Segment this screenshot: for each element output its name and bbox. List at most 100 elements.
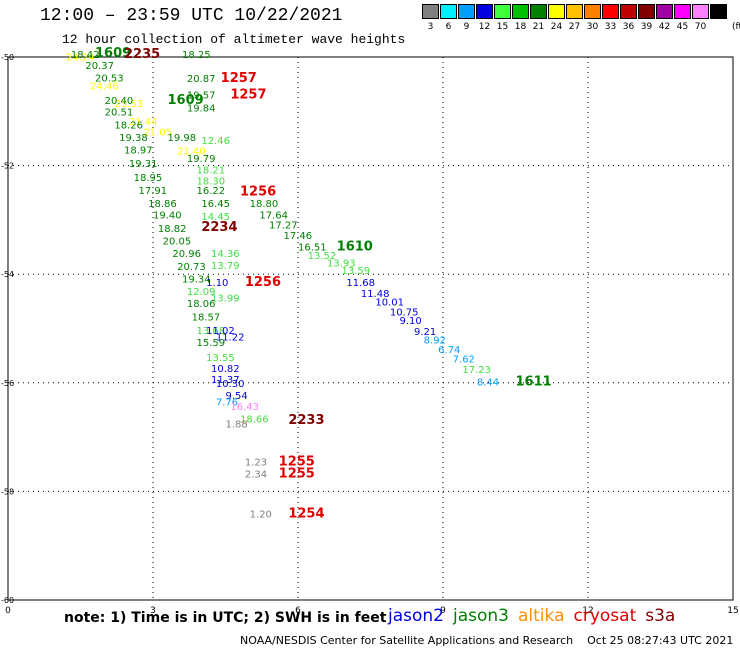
colorbar-swatch [422,4,439,19]
satellite-legend: jason2 jason3 altika cryosat s3a [388,606,684,626]
y-tick-label: -50 [1,53,14,62]
footer-credit: NOAA/NESDIS Center for Satellite Applica… [240,634,733,647]
y-tick-label: -60 [1,596,14,605]
wave-height-label: 13.59 [342,266,371,277]
colorbar-swatch [458,4,475,19]
colorbar-label: 15 [496,22,509,32]
wave-height-label: 20.53 [95,73,124,84]
wave-height-label: 19.34 [182,274,211,285]
colorbar-swatch [710,4,727,19]
wave-height-label: 18.82 [158,224,187,235]
wave-height-label: 18.42 [71,50,100,61]
wave-height-label: 20.05 [163,236,192,247]
wave-height-label: 20.96 [172,249,201,260]
wave-height-label: 11.02 [206,326,235,337]
wave-height-label: 10.82 [211,364,240,375]
wave-height-label: 14.36 [211,249,240,260]
faint-value-label: 23.53 [114,99,143,110]
time-label: 1611 [516,375,552,390]
axis-ticks: 0 3 6 9 12 15 -50 -52 -54 -56 -58 -60 [1,53,739,616]
wave-height-label: 6.74 [438,345,460,356]
colorbar-swatch [566,4,583,19]
faint-value-label: 13.55 [206,353,235,364]
colorbar-swatch [584,4,601,19]
colorbar-swatch [674,4,691,19]
colorbar-label: 45 [676,22,689,32]
wave-height-label: 16.45 [201,199,230,210]
wave-height-label: 13.52 [308,251,337,262]
page-title: 12:00 – 23:59 UTC 10/22/2021 [40,6,343,26]
time-label: 1256 [240,184,276,199]
wave-height-label: 7.62 [453,355,475,366]
wave-height-label: 17.23 [462,365,491,376]
wave-height-label: 19.57 [187,90,216,101]
time-label: 1255 [279,454,315,469]
x-tick-label: 15 [727,606,738,616]
colorbar-swatch [620,4,637,19]
wave-height-label: 2.34 [245,469,267,480]
plot-grid [8,57,733,600]
wave-height-label: 1.10 [206,278,228,289]
wave-height-label: 19.98 [168,133,197,144]
colorbar-swatch [692,4,709,19]
wave-height-label: 18.86 [148,199,177,210]
x-tick-label: 9 [440,606,446,616]
faint-value-label: 24.46 [90,82,119,93]
colorbar-label: 9 [463,22,470,32]
x-tick-label: 0 [5,606,11,616]
faint-value-label: 21.44 [129,117,158,128]
x-tick-label: 3 [150,606,156,616]
wave-height-label: 17.46 [284,231,313,242]
time-label: 1256 [245,275,281,290]
colorbar-swatch [440,4,457,19]
colorbar-swatch [512,4,529,19]
colorbar-label: 12 [478,22,491,32]
wave-height-label: 1.20 [250,509,272,520]
wave-height-label: 19.38 [119,133,148,144]
faint-value-label: 18.30 [197,177,226,188]
wave-height-label: 18.95 [134,173,163,184]
faint-value-label: 24.24 [66,52,95,63]
colorbar-label: 21 [532,22,545,32]
colorbar-label: 39 [640,22,653,32]
timestamp-text: Oct 25 08:27:43 UTC 2021 [587,634,734,647]
colorbar-label: 6 [445,22,452,32]
wave-height-label: 8.92 [424,336,446,347]
wave-height-label: 1.23 [245,457,267,468]
wave-height-label: 20.40 [105,96,134,107]
colorbar-swatch [476,4,493,19]
time-label: 1257 [221,71,257,86]
wave-height-label: 19.40 [153,210,182,221]
wave-height-label: 17.91 [139,186,168,197]
wave-height-label: 17.64 [259,210,288,221]
wave-height-label: 19.84 [187,103,216,114]
colorbar-label: 3 [427,22,434,32]
time-label: 1610 [337,239,373,254]
wave-height-label: 1.88 [226,419,248,430]
wave-height-label: 17.27 [269,221,298,232]
faint-value-label: 18.21 [197,166,226,177]
footer-note: note: 1) Time is in UTC; 2) SWH is in fe… [64,610,387,626]
wave-height-label: 20.87 [187,74,216,85]
time-label: 2233 [288,413,324,428]
satellite-name: s3a [645,606,676,626]
satellite-name: jason2 [388,606,444,626]
wave-height-label: 18.66 [240,414,269,425]
time-label: 1255 [279,466,315,481]
wave-height-label: 9.10 [400,316,422,327]
wave-height-label: 10.30 [216,379,245,390]
faint-value-label: 21.40 [177,147,206,158]
faint-value-label: 12.09 [187,287,216,298]
satellite-name: cryosat [573,606,637,626]
time-label: 1257 [230,87,266,102]
wave-height-label: 16.51 [298,242,327,253]
wave-height-label: 18.57 [192,312,221,323]
wave-height-label: 20.51 [105,108,134,119]
page-subtitle: 12 hour collection of altimeter wave hei… [62,32,406,47]
faint-value-label: 12.46 [201,136,230,147]
faint-value-label: 13.68 [197,326,226,337]
colorbar-label: 30 [586,22,599,32]
colorbar-swatch [530,4,547,19]
